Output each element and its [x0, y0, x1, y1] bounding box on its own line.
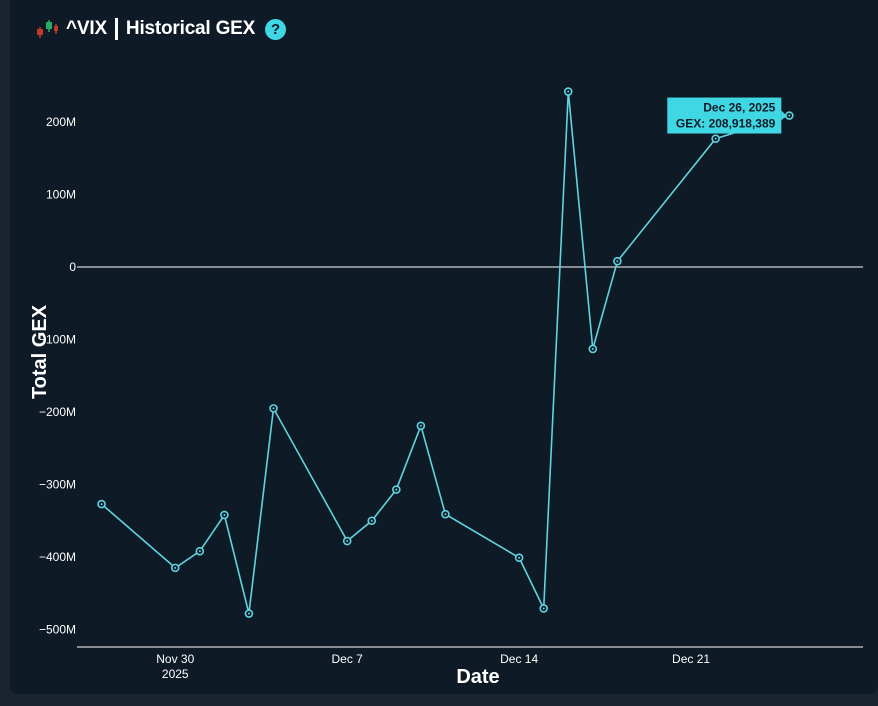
data-point-center	[419, 424, 422, 427]
data-point-center	[247, 612, 250, 615]
help-icon[interactable]: ?	[265, 18, 287, 40]
tooltip-date: Dec 26, 2025	[703, 101, 775, 115]
data-point-center	[100, 503, 103, 506]
hover-tooltip: Dec 26, 2025 GEX: 208,918,389	[667, 97, 787, 134]
data-point-center	[174, 566, 177, 569]
data-point-center	[788, 114, 791, 117]
data-point-center	[591, 347, 594, 350]
tooltip-pointer	[781, 110, 787, 121]
data-point-center	[346, 540, 349, 543]
title-divider	[114, 18, 118, 40]
data-point-center	[198, 550, 201, 553]
x-tick-label: Dec 21	[672, 652, 710, 666]
ticker-label: ^VIX	[66, 18, 107, 39]
x-axis-title: Date	[456, 666, 499, 688]
y-tick-label: −400M	[39, 550, 76, 564]
y-axis-ticks: 200M 100M 0 −100M −200M −300M −400M −500M	[39, 115, 76, 637]
chart-header: ^VIX Historical GEX ?	[34, 14, 287, 44]
data-point-center	[444, 513, 447, 516]
data-point-center	[395, 488, 398, 491]
y-tick-label: 200M	[46, 115, 76, 129]
y-tick-label: −300M	[39, 478, 76, 492]
y-tick-label: −200M	[39, 405, 76, 419]
data-point-center	[542, 607, 545, 610]
x-tick-label: Dec 7	[332, 652, 364, 666]
x-tick-label: Nov 30	[156, 652, 194, 666]
series-line	[101, 91, 790, 614]
y-tick-label: −500M	[39, 623, 76, 637]
data-point-center	[370, 519, 373, 522]
data-point-center	[616, 260, 619, 263]
tooltip-box	[667, 97, 782, 134]
y-tick-label: 100M	[46, 188, 76, 202]
y-axis-title: Total GEX	[29, 304, 51, 399]
data-markers	[97, 87, 794, 618]
data-point-center	[567, 90, 570, 93]
y-tick-label: 0	[69, 260, 76, 274]
data-point-center	[223, 513, 226, 516]
data-point-center	[272, 407, 275, 410]
data-point-center	[714, 137, 717, 140]
x-tick-label: Dec 14	[500, 652, 538, 666]
chart-title: Historical GEX	[125, 18, 256, 39]
tooltip-value: GEX: 208,918,389	[676, 117, 776, 131]
y-tick-label: −100M	[39, 333, 76, 347]
data-point-center	[518, 556, 521, 559]
x-tick-sublabel: 2025	[162, 667, 189, 681]
candlestick-logo-icon	[37, 20, 58, 38]
